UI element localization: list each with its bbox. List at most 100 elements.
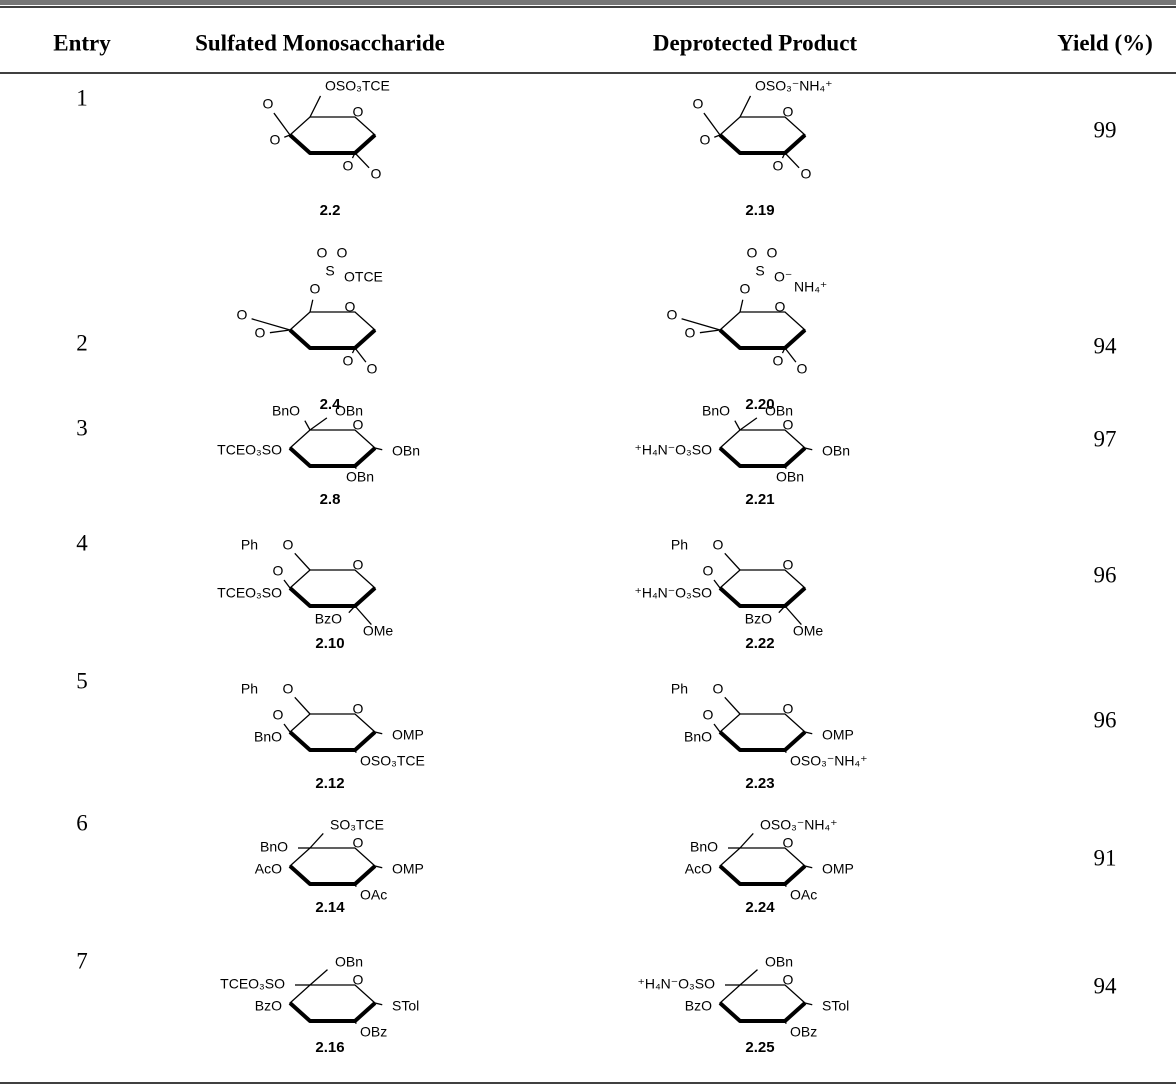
compound-label: 2.25: [745, 1039, 774, 1056]
bond: [354, 347, 367, 363]
header-cell: Entry: [53, 30, 111, 55]
bond: [784, 1020, 787, 1025]
bond: [354, 749, 357, 754]
atom-label: O: [700, 132, 711, 148]
atom-label: NH₄⁺: [794, 279, 827, 295]
bond: [309, 417, 328, 431]
atom-label: O: [317, 245, 328, 261]
yield-cell: 97: [1094, 426, 1117, 451]
bond: [713, 723, 721, 733]
bond: [784, 605, 802, 625]
bond: [739, 832, 754, 849]
atom-label: OSO₃TCE: [325, 78, 390, 94]
ring-bold-edge: [288, 864, 377, 886]
bond: [283, 723, 291, 733]
entry-cell: 1: [76, 85, 88, 110]
atom-label: O: [783, 557, 794, 573]
ring-bold-edge: [718, 1001, 807, 1023]
atom-label: O: [775, 299, 786, 315]
bond: [781, 347, 786, 354]
atom-label: OSO₃⁻NH₄⁺: [790, 753, 868, 769]
entry-cell: 5: [76, 668, 88, 693]
bond: [784, 749, 787, 754]
atom-label: BzO: [685, 998, 712, 1014]
bond: [374, 447, 383, 451]
bond: [354, 605, 372, 625]
bond: [781, 152, 786, 159]
ring-bold-edge: [718, 586, 807, 608]
atom-label: O: [685, 325, 696, 341]
bond: [784, 347, 797, 363]
bond: [309, 832, 324, 849]
bond: [784, 152, 800, 169]
atom-label: O: [693, 96, 704, 112]
atom-label: O: [353, 104, 364, 120]
atom-label: O: [273, 707, 284, 723]
compound-label: 2.24: [745, 899, 775, 916]
atom-label: O: [703, 563, 714, 579]
atom-label: OSO₃⁻NH₄⁺: [760, 817, 838, 833]
atom-label: S: [755, 263, 764, 279]
entry-cell: 3: [76, 415, 88, 440]
atom-label: BnO: [702, 403, 730, 419]
bond: [804, 1002, 813, 1006]
bond: [309, 299, 314, 313]
atom-label: O: [747, 245, 758, 261]
atom-label: O: [783, 104, 794, 120]
ring-bold-edge: [718, 328, 807, 350]
bond: [348, 605, 356, 614]
atom-label: O: [801, 166, 812, 182]
atom-label: O: [713, 681, 724, 697]
header-cell: Sulfated Monosaccharide: [195, 30, 445, 55]
atom-label: O: [797, 361, 808, 377]
entry-cell: 2: [76, 330, 88, 355]
atom-label: OBn: [765, 954, 793, 970]
atom-label: ⁺H₄N⁻O₃SO: [637, 976, 715, 992]
atom-label: BnO: [690, 839, 718, 855]
atom-label: O: [353, 417, 364, 433]
atom-label: OMP: [822, 727, 854, 743]
bond: [713, 579, 721, 589]
structure: O OSO₃⁻NH₄⁺ O O O O 2.19: [693, 78, 833, 219]
atom-label: O: [783, 972, 794, 988]
bond: [309, 95, 322, 118]
atom-label: O: [353, 701, 364, 717]
bond: [273, 112, 291, 136]
atom-label: O: [773, 353, 784, 369]
compound-label: 2.4: [320, 396, 342, 413]
ring-bold-edge: [288, 1001, 377, 1023]
compound-label: 2.8: [320, 491, 341, 508]
atom-label: Ph: [671, 537, 688, 553]
bond: [351, 347, 356, 354]
atom-label: Ph: [241, 681, 258, 697]
atom-label: O: [283, 537, 294, 553]
atom-label: AcO: [685, 861, 712, 877]
atom-label: O: [353, 835, 364, 851]
header-cell: Yield (%): [1057, 30, 1153, 55]
atom-label: O: [713, 537, 724, 553]
bond: [804, 447, 813, 451]
atom-label: O: [255, 325, 266, 341]
atom-label: S: [325, 263, 334, 279]
atom-label: O: [353, 972, 364, 988]
atom-label: BnO: [254, 729, 282, 745]
compound-label: 2.12: [315, 775, 344, 792]
atom-label: O: [773, 158, 784, 174]
atom-label: OBn: [335, 403, 363, 419]
bond: [778, 605, 786, 614]
bond: [354, 152, 370, 169]
compound-label: 2.19: [745, 202, 774, 219]
atom-label: OBz: [360, 1024, 387, 1040]
compound-label: 2.23: [745, 775, 774, 792]
bond: [703, 112, 721, 136]
bond: [784, 883, 787, 888]
bond: [714, 134, 721, 138]
atom-label: O: [273, 563, 284, 579]
ring-bold-edge: [718, 730, 807, 752]
ring-bold-edge: [288, 133, 377, 155]
atom-label: ⁺H₄N⁻O₃SO: [634, 442, 712, 458]
atom-label: STol: [822, 998, 849, 1014]
atom-label: OTCE: [344, 269, 383, 285]
